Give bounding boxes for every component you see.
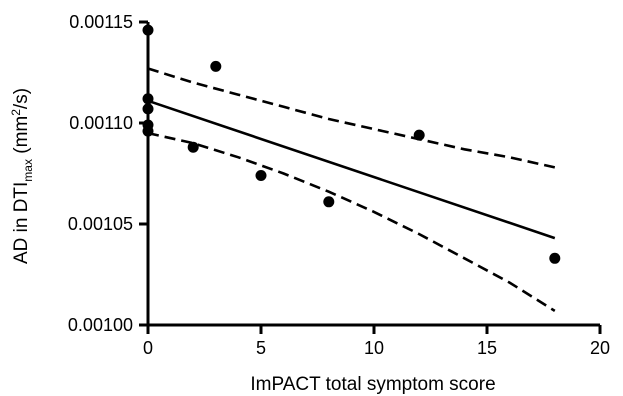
x-tick-label: 0	[143, 338, 153, 358]
x-tick-label: 5	[256, 338, 266, 358]
ci-upper-curve	[148, 69, 555, 168]
y-tick-label: 0.00100	[68, 315, 133, 335]
data-point	[549, 253, 560, 264]
y-tick-label: 0.00110	[69, 113, 133, 133]
y-tick-label: 0.00115	[69, 12, 133, 32]
plot-marks	[143, 25, 561, 311]
x-tick-label: 15	[477, 338, 497, 358]
data-point	[414, 130, 425, 141]
data-point	[210, 61, 221, 72]
axes: 0.00100 0.00105 0.00110 0.00115 0 5 10 15 20	[68, 12, 610, 358]
regression-line	[148, 101, 555, 238]
data-point	[256, 170, 267, 181]
ci-lower-curve	[148, 133, 555, 311]
y-tick-label: 0.00105	[68, 214, 133, 234]
y-axis-label: AD in DTImax (mm2/s)	[9, 88, 35, 264]
data-point	[323, 196, 334, 207]
x-axis-label: ImPACT total symptom score	[250, 374, 495, 395]
x-tick-label: 10	[364, 338, 384, 358]
data-point	[188, 142, 199, 153]
x-tick-label: 20	[590, 338, 610, 358]
